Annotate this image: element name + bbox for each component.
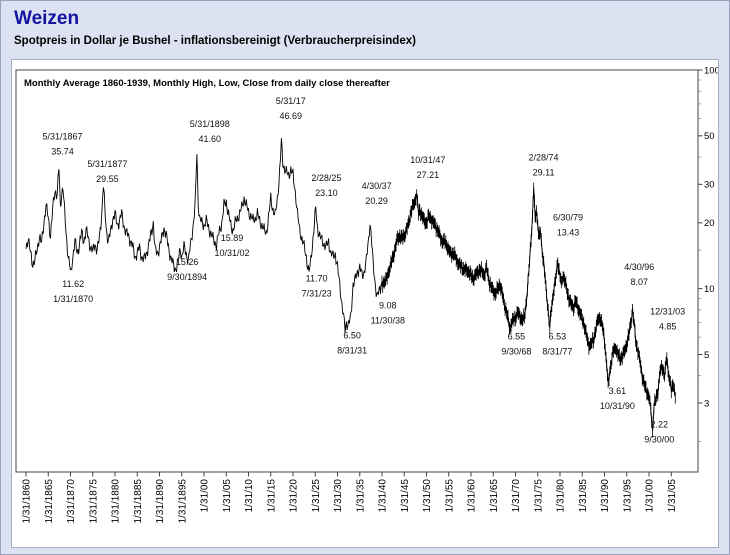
y-tick-label: 5: [704, 350, 709, 361]
annotation-label: 2/28/25: [311, 173, 341, 183]
annotation-label: 9/30/68: [501, 347, 531, 357]
annotation-label: 3.61: [609, 386, 627, 396]
x-tick-label: 1/31/05: [667, 479, 678, 513]
x-tick-label: 1/31/60: [467, 479, 478, 513]
y-tick-label: 20: [704, 218, 715, 229]
annotation-label: 5/31/1867: [42, 132, 82, 142]
x-tick-label: 1/31/30: [333, 479, 344, 513]
annotation-label: 11.62: [62, 279, 84, 289]
x-tick-label: 1/31/15: [266, 479, 277, 513]
annotation-label: 6/30/79: [553, 212, 583, 222]
annotation-label: 9.08: [379, 301, 397, 311]
x-tick-label: 1/31/00: [200, 479, 211, 513]
x-tick-label: 1/31/50: [422, 479, 433, 513]
annotation-label: 27.21: [417, 170, 440, 180]
annotation-label: 8/31/77: [542, 347, 572, 357]
annotation-label: 15.26: [176, 257, 199, 267]
annotation-label: 5/31/17: [276, 96, 306, 106]
annotation-label: 46.69: [280, 111, 303, 121]
annotation-label: 13.43: [557, 227, 580, 237]
annotation-label: 4/30/96: [624, 262, 654, 272]
x-tick-label: 1/31/95: [622, 479, 633, 513]
annotation-label: 4.85: [659, 322, 677, 332]
annotation-label: 15.89: [221, 233, 244, 243]
annotation-label: 12/31/03: [650, 307, 685, 317]
x-tick-label: 1/31/1865: [44, 479, 55, 524]
annotation-label: 9/30/1894: [167, 272, 207, 282]
annotation-label: 6.55: [508, 332, 526, 342]
page-subtitle: Spotpreis in Dollar je Bushel - inflatio…: [14, 35, 416, 47]
x-tick-label: 1/31/55: [444, 479, 455, 513]
price-chart: 100 50 30 20 10 5 3 1/31/1860 1/31/1865 1/31/1870…: [15, 65, 720, 524]
annotation-label: 10/31/02: [215, 248, 250, 258]
x-tick-label: 1/31/1895: [177, 479, 188, 524]
x-tick-label: 1/31/1870: [66, 479, 77, 524]
annotation-label: 29.11: [533, 168, 555, 178]
x-tick-label: 1/31/1875: [88, 479, 99, 524]
x-tick-label: 1/31/10: [244, 479, 255, 513]
annotation-label: 29.55: [96, 174, 119, 184]
annotation-label: 8.07: [630, 277, 648, 287]
page-title: Weizen: [14, 8, 80, 29]
annotation-label: 1/31/1870: [53, 294, 93, 304]
annotation-label: 6.50: [343, 331, 361, 341]
annotation-label: 11.70: [306, 273, 328, 283]
plot-border: [15, 69, 699, 473]
annotation-label: 9/30/00: [644, 434, 674, 444]
annotation-label: 11/30/38: [371, 316, 405, 326]
y-tick-label: 50: [704, 131, 715, 142]
annotation-label: 23.10: [315, 188, 338, 198]
x-tick-label: 1/31/1890: [155, 479, 166, 524]
x-tick-label: 1/31/1885: [133, 479, 144, 524]
x-tick-label: 1/31/00: [645, 479, 656, 513]
annotation-label: 2/28/74: [529, 153, 559, 163]
annotation-label: 10/31/47: [410, 155, 445, 165]
y-tick-label: 3: [704, 398, 709, 409]
y-tick-label: 100: [704, 65, 718, 76]
annotation-label: 6.53: [549, 332, 567, 342]
x-tick-label: 1/31/35: [355, 479, 366, 513]
annotation-label: 20.29: [365, 196, 388, 206]
x-tick-label: 1/31/25: [311, 479, 322, 513]
x-tick-label: 1/31/1860: [22, 479, 33, 524]
x-tick-label: 1/31/1880: [111, 479, 122, 524]
x-tick-label: 1/31/40: [378, 479, 389, 513]
high-low-bars: [381, 182, 676, 438]
x-tick-label: 1/31/70: [511, 479, 522, 513]
x-tick-label: 1/31/20: [289, 479, 300, 513]
x-tick-label: 1/31/05: [222, 479, 233, 513]
annotation-label: 4/30/37: [362, 181, 392, 191]
x-tick-label: 1/31/85: [578, 479, 589, 513]
annotation-label: 7/31/23: [302, 288, 332, 298]
x-tick-label: 1/31/90: [600, 479, 611, 513]
annotation-label: 41.60: [199, 134, 222, 144]
chart-note: Monthly Average 1860-1939, Monthly High,…: [24, 78, 390, 89]
x-tick-label: 1/31/80: [556, 479, 567, 513]
x-tick-label: 1/31/75: [533, 479, 544, 513]
annotation-label: 5/31/1898: [190, 119, 230, 129]
annotation-label: 10/31/90: [600, 401, 635, 411]
x-tick-label: 1/31/45: [400, 479, 411, 513]
annotation-label: 2.22: [650, 419, 668, 429]
y-tick-label: 30: [704, 180, 715, 191]
annotation-label: 35.74: [51, 147, 74, 157]
chart-panel: 100 50 30 20 10 5 3 1/31/1860 1/31/1865 1/31/1870…: [11, 59, 720, 548]
price-line: [25, 138, 676, 432]
x-tick-label: 1/31/65: [489, 479, 500, 513]
y-tick-label: 10: [704, 284, 715, 295]
annotation-label: 8/31/31: [337, 346, 367, 356]
annotation-label: 5/31/1877: [87, 159, 127, 169]
